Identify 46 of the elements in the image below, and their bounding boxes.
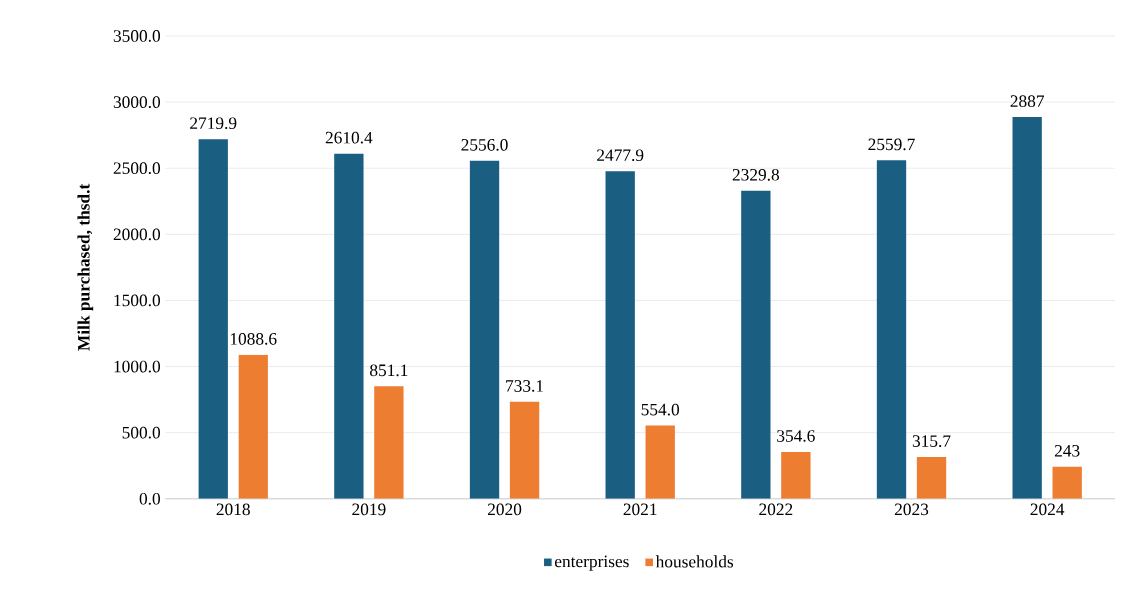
data-label: 354.6 [777,430,815,443]
x-tick-label: 2024 [1030,503,1065,516]
bar [876,160,907,500]
x-tick-label: 2020 [487,503,522,516]
data-label: 2329.8 [732,169,780,181]
data-label: 733.1 [506,380,544,393]
legend-label: enterprises [554,555,629,571]
bar [1052,466,1082,500]
bar [469,161,500,500]
data-label: 2477.9 [597,149,644,162]
legend-label: households [655,555,734,568]
y-tick-label: 2500.0 [113,162,161,175]
bar [916,457,947,500]
bar [509,402,540,500]
y-tick-label: 1000.0 [114,360,161,373]
x-tick-label: 2019 [352,503,386,516]
y-tick-label: 3500.0 [113,30,161,43]
data-label: 851.1 [370,364,408,377]
y-axis-title: Milk purchased, thsd.t [77,184,94,352]
data-label: 1088.6 [230,333,277,346]
bar [645,425,675,500]
data-label: 315.7 [912,435,951,448]
data-label: 243 [1054,445,1080,457]
y-tick-label: 500.0 [122,427,161,439]
y-tick-label: 3000.0 [113,96,161,109]
data-label: 554.0 [641,403,680,416]
x-tick-label: 2023 [894,503,929,516]
bar [334,153,364,500]
x-tick-label: 2018 [216,503,250,516]
y-tick-label: 0.0 [139,493,161,505]
x-tick-label: 2021 [623,503,657,516]
data-label: 2610.4 [325,132,373,144]
bar [238,355,268,500]
bar [605,171,635,500]
data-label: 2556.0 [461,139,508,152]
bar [374,386,404,500]
x-tick-label: 2022 [759,503,793,516]
bar [741,190,771,500]
bar [198,139,228,500]
bar [1012,117,1042,500]
data-label: 2559.7 [868,138,915,151]
bar [781,452,811,500]
data-label: 2887 [1010,95,1045,108]
y-tick-label: 2000.0 [113,228,161,241]
y-tick-label: 1500.0 [114,294,161,307]
data-label: 2719.9 [190,117,237,130]
